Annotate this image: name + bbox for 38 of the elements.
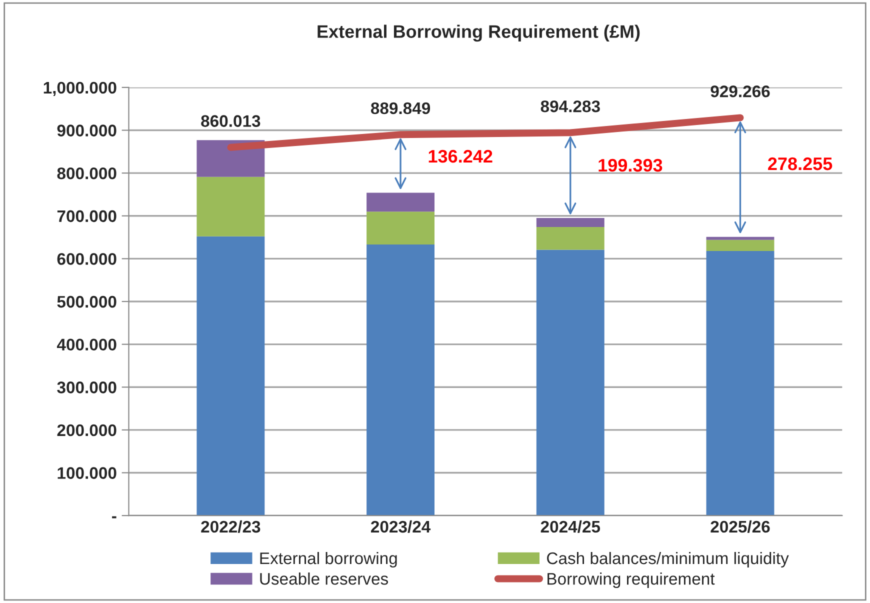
x-tick-label: 2023/24 xyxy=(370,520,431,533)
y-tick-label: - xyxy=(112,516,116,518)
y-tick-label: 300.000 xyxy=(57,382,116,394)
x-tick-label: 2025/26 xyxy=(710,520,770,533)
bar xyxy=(536,218,604,228)
y-tick-label: 500.000 xyxy=(57,296,116,308)
chart-title: External Borrowing Requirement (£M) xyxy=(318,24,640,42)
legend-label: Useable reserves xyxy=(260,572,388,585)
annotation: 199.393 xyxy=(598,158,662,172)
legend-label: Cash balances/minimum liquidity xyxy=(547,552,789,568)
legend-label: External borrowing xyxy=(260,552,397,568)
bar xyxy=(196,236,265,516)
y-tick-label: 600.000 xyxy=(57,253,116,265)
bar xyxy=(706,240,774,251)
bar xyxy=(366,244,435,516)
data-label: 860.013 xyxy=(201,115,260,127)
bar xyxy=(706,236,774,240)
x-tick-label: 2024/25 xyxy=(540,520,600,533)
y-tick-label: 700.000 xyxy=(57,210,116,222)
y-tick-label: 100.000 xyxy=(58,467,116,479)
bar xyxy=(196,176,265,236)
data-label: 894.283 xyxy=(540,100,600,112)
annotation: 278.255 xyxy=(768,157,832,170)
x-tick-label: 2022/23 xyxy=(201,520,260,533)
y-tick-label: 800.000 xyxy=(57,167,116,180)
data-label: 889.849 xyxy=(370,102,430,114)
annotation: 136.242 xyxy=(428,150,492,163)
legend-label: Borrowing requirement xyxy=(548,572,715,588)
y-tick-label: 400.000 xyxy=(56,338,116,351)
bar xyxy=(366,212,435,245)
bar xyxy=(366,192,435,212)
bar xyxy=(536,227,604,250)
data-label: 929.266 xyxy=(710,85,770,98)
y-tick-label: 200.000 xyxy=(57,424,116,436)
bar xyxy=(536,250,604,516)
y-tick-label: 1,000.000 xyxy=(44,82,116,96)
y-tick-label: 900.000 xyxy=(57,124,116,136)
bar xyxy=(706,250,774,516)
